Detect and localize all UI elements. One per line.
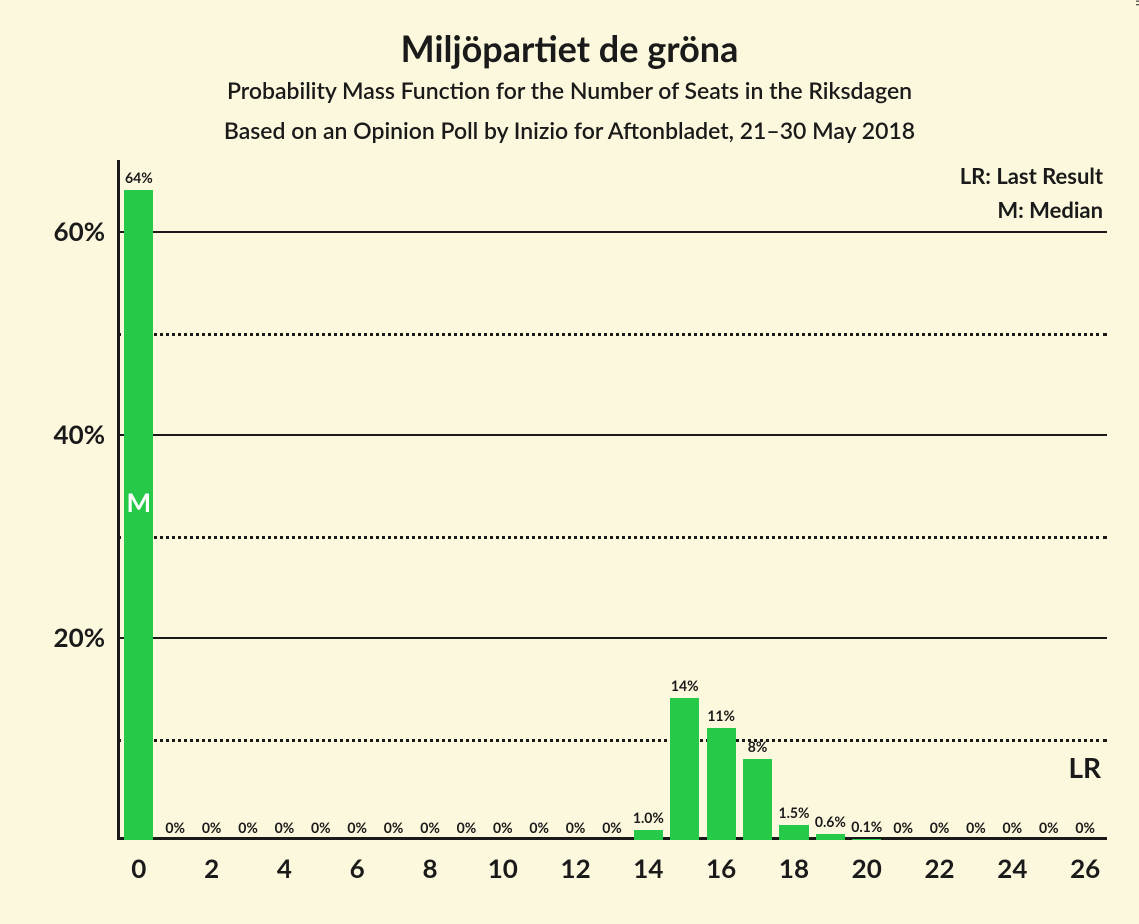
y-axis-label: 60% xyxy=(54,215,105,247)
bar-value-label: 0% xyxy=(566,819,586,836)
bar-value-label: 0.6% xyxy=(815,813,846,830)
x-axis-label: 12 xyxy=(561,852,591,884)
bar-value-label: 0% xyxy=(893,819,913,836)
bar-value-label: 0% xyxy=(1003,819,1023,836)
x-axis-label: 10 xyxy=(488,852,518,884)
x-axis-label: 2 xyxy=(204,852,219,884)
chart-subtitle-2: Based on an Opinion Poll by Inizio for A… xyxy=(0,116,1139,144)
x-axis-label: 4 xyxy=(277,852,292,884)
bar-value-label: 1.0% xyxy=(633,809,664,826)
x-axis-label: 22 xyxy=(924,852,954,884)
bar: 0.1% xyxy=(852,839,881,840)
legend-m: M: Median xyxy=(997,196,1103,223)
bar-value-label: 8% xyxy=(748,738,768,755)
bar-value-label: 0% xyxy=(602,819,622,836)
bar-value-label: 14% xyxy=(671,677,699,694)
gridline-minor xyxy=(117,333,1107,336)
x-axis-label: 20 xyxy=(852,852,882,884)
bar-value-label: 0% xyxy=(311,819,331,836)
gridline-major xyxy=(117,434,1107,436)
legend-lr: LR: Last Result xyxy=(960,162,1103,189)
gridline-minor xyxy=(117,536,1107,539)
bar-value-label: 0% xyxy=(238,819,258,836)
bar-value-label: 0% xyxy=(347,819,367,836)
bar-value-label: 0% xyxy=(1075,819,1095,836)
chart-subtitle-1: Probability Mass Function for the Number… xyxy=(0,76,1139,104)
plot-area: LR: Last Result M: Median 20%40%60%02468… xyxy=(117,160,1107,840)
bar-value-label: 0% xyxy=(420,819,440,836)
x-axis-label: 26 xyxy=(1070,852,1100,884)
median-marker: M xyxy=(127,486,152,518)
bar-value-label: 0% xyxy=(966,819,986,836)
bar-value-label: 0% xyxy=(202,819,222,836)
y-axis-label: 20% xyxy=(54,621,105,653)
bar-value-label: 0% xyxy=(165,819,185,836)
bar-value-label: 0% xyxy=(384,819,404,836)
bar-value-label: 11% xyxy=(707,707,735,724)
chart-title: Miljöpartiet de gröna xyxy=(0,26,1139,70)
bar-value-label: 0% xyxy=(457,819,477,836)
y-axis xyxy=(117,160,120,840)
chart-canvas: Miljöpartiet de gröna Probability Mass F… xyxy=(0,0,1139,924)
bar: 1.0% xyxy=(634,830,663,840)
copyright-text: © 2018 Filip van Laenen xyxy=(1133,0,1139,6)
x-axis-label: 0 xyxy=(131,852,146,884)
gridline-major xyxy=(117,637,1107,639)
x-axis-label: 24 xyxy=(997,852,1027,884)
bar-value-label: 64% xyxy=(125,169,153,186)
bar-value-label: 0% xyxy=(529,819,549,836)
gridline-major xyxy=(117,231,1107,233)
bar-value-label: 1.5% xyxy=(778,804,809,821)
y-axis-label: 40% xyxy=(54,418,105,450)
bar: 0.6% xyxy=(816,834,845,840)
bar: 1.5% xyxy=(779,825,808,840)
x-axis-label: 6 xyxy=(350,852,365,884)
x-axis-label: 16 xyxy=(706,852,736,884)
x-axis xyxy=(117,837,1107,840)
bar: 11% xyxy=(707,728,736,840)
x-axis-label: 8 xyxy=(422,852,437,884)
bar-value-label: 0% xyxy=(930,819,950,836)
bar: 14% xyxy=(670,698,699,840)
x-axis-label: 18 xyxy=(779,852,809,884)
bar: 8% xyxy=(743,759,772,840)
last-result-marker: LR xyxy=(1068,750,1101,784)
bar-value-label: 0% xyxy=(1039,819,1059,836)
bar-value-label: 0% xyxy=(275,819,295,836)
gridline-minor xyxy=(117,739,1107,742)
bar-value-label: 0% xyxy=(493,819,513,836)
bar-value-label: 0.1% xyxy=(851,818,882,835)
x-axis-label: 14 xyxy=(633,852,663,884)
